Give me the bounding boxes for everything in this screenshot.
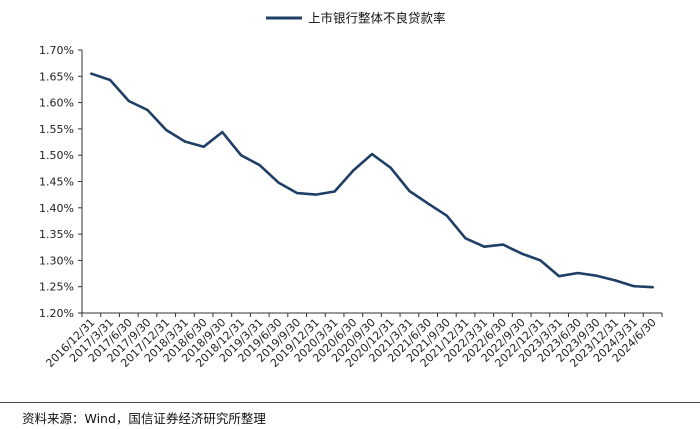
data-point <box>370 152 374 156</box>
data-point <box>146 108 149 112</box>
data-point <box>164 128 168 132</box>
data-point <box>483 245 486 248</box>
data-point <box>632 284 636 288</box>
source-divider <box>0 402 700 403</box>
data-point <box>651 286 654 289</box>
data-point <box>333 190 336 193</box>
source-note: 资料来源：Wind，国信证券经济研究所整理 <box>22 411 266 426</box>
y-tick-label: 1.30% <box>39 254 74 267</box>
data-point <box>389 166 392 170</box>
data-point <box>239 154 243 157</box>
y-tick-label: 1.55% <box>39 123 74 136</box>
data-point <box>127 99 130 103</box>
data-points <box>90 72 654 289</box>
y-tick-label: 1.20% <box>39 307 74 320</box>
y-tick-label: 1.25% <box>39 281 74 294</box>
data-point <box>501 243 505 246</box>
x-ticks: 2016/12/312017/3/312017/6/302017/9/30201… <box>43 313 663 370</box>
data-point <box>426 202 430 205</box>
data-point <box>352 169 355 172</box>
y-tick-label: 1.60% <box>39 97 74 110</box>
line-chart: 上市银行整体不良贷款率 1.20% 1.25% 1.30% 1.35% 1.40% 1.4… <box>39 11 663 370</box>
data-point <box>295 191 299 195</box>
y-tick-label: 1.45% <box>39 176 74 189</box>
data-point <box>277 181 280 184</box>
data-point <box>221 130 224 134</box>
data-point <box>90 72 93 75</box>
data-point <box>314 193 318 196</box>
data-point <box>520 252 523 255</box>
y-tick-label: 1.40% <box>39 202 74 215</box>
data-point <box>258 163 261 167</box>
y-tick-label: 1.35% <box>39 228 74 241</box>
data-point <box>183 140 187 143</box>
data-point <box>576 271 580 275</box>
data-point <box>464 237 467 240</box>
y-ticks: 1.20% 1.25% 1.30% 1.35% 1.40% 1.45% 1.50% 1.55%… <box>39 44 82 320</box>
series-line <box>90 72 654 289</box>
data-point <box>408 189 411 193</box>
data-point <box>614 279 617 282</box>
y-tick-label: 1.50% <box>39 149 74 162</box>
y-tick-label: 1.70% <box>39 44 74 57</box>
data-point <box>595 274 598 277</box>
data-point <box>202 145 205 148</box>
legend: 上市银行整体不良贷款率 <box>266 11 446 26</box>
legend-label: 上市银行整体不良贷款率 <box>308 11 446 26</box>
data-point <box>108 78 112 82</box>
data-point <box>445 214 449 217</box>
data-point <box>557 274 561 278</box>
data-point <box>539 259 542 262</box>
y-tick-label: 1.65% <box>39 70 74 83</box>
